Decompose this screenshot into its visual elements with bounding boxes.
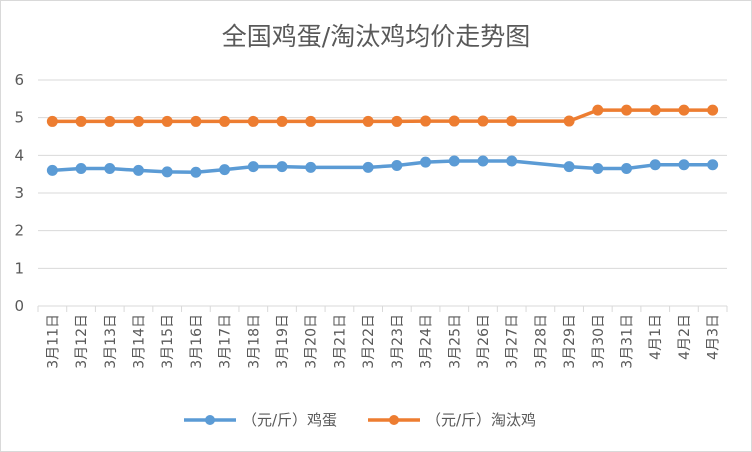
x-tick-label: 3月29日 <box>562 314 578 369</box>
legend-item: （元/斤）鸡蛋 <box>184 411 337 429</box>
series-group <box>46 104 719 178</box>
data-point <box>448 115 460 127</box>
data-point <box>707 104 719 116</box>
data-point <box>362 161 374 173</box>
data-point <box>219 115 231 127</box>
x-axis-ticks: 3月11日 3月12日 3月13日 3月14日 3月15日 3月16日 3月17日 3月18日… <box>37 306 728 369</box>
data-point <box>362 115 374 127</box>
data-point <box>420 115 432 127</box>
data-point <box>161 166 173 178</box>
data-point <box>563 161 575 173</box>
x-tick-label: 3月12日 <box>74 314 90 369</box>
chart-title: 全国鸡蛋/淘汰鸡均价走势图 <box>222 22 530 51</box>
legend-swatch-marker <box>205 415 215 425</box>
series-line <box>52 108 713 124</box>
data-point <box>592 163 604 175</box>
data-point <box>420 156 432 168</box>
data-point <box>46 164 58 176</box>
y-tick-label: 4 <box>14 146 24 164</box>
data-point <box>305 161 317 173</box>
x-tick-label: 3月13日 <box>103 314 119 369</box>
legend-item: （元/斤）淘汰鸡 <box>368 411 536 429</box>
x-tick-label: 3月14日 <box>131 314 147 369</box>
x-tick-label: 3月17日 <box>218 314 234 369</box>
data-point <box>276 115 288 127</box>
x-tick-label: 4月2日 <box>677 314 693 360</box>
data-point <box>104 115 116 127</box>
y-tick-label: 5 <box>14 109 24 127</box>
x-tick-label: 3月21日 <box>332 314 348 369</box>
data-point <box>75 163 87 175</box>
data-point <box>477 115 489 127</box>
data-point <box>247 161 259 173</box>
series-1 <box>46 155 719 178</box>
data-point <box>678 104 690 116</box>
data-point <box>448 155 460 167</box>
x-tick-label: 3月25日 <box>447 314 463 369</box>
data-point <box>190 166 202 178</box>
data-point <box>649 159 661 171</box>
data-point <box>190 115 202 127</box>
data-point <box>132 115 144 127</box>
x-tick-label: 3月30日 <box>591 314 607 369</box>
data-point <box>678 159 690 171</box>
y-tick-label: 6 <box>14 71 24 89</box>
x-tick-label: 3月15日 <box>160 314 176 369</box>
x-tick-label: 3月22日 <box>361 314 377 369</box>
data-point <box>563 115 575 127</box>
x-tick-label: 3月11日 <box>45 314 61 369</box>
data-point <box>621 104 633 116</box>
y-tick-label: 3 <box>14 184 24 202</box>
x-tick-label: 3月31日 <box>620 314 636 369</box>
y-tick-label: 1 <box>14 259 24 277</box>
legend: （元/斤）鸡蛋 （元/斤）淘汰鸡 <box>184 411 536 429</box>
x-tick-label: 3月23日 <box>390 314 406 369</box>
data-point <box>46 115 58 127</box>
x-tick-label: 3月18日 <box>246 314 262 369</box>
legend-label: （元/斤）淘汰鸡 <box>426 411 536 429</box>
data-point <box>276 161 288 173</box>
series-2 <box>46 104 719 127</box>
legend-swatch-marker <box>389 415 399 425</box>
data-point <box>621 163 633 175</box>
x-tick-label: 4月1日 <box>648 314 664 360</box>
x-tick-label: 3月20日 <box>304 314 320 369</box>
x-tick-label: 3月26日 <box>476 314 492 369</box>
data-point <box>649 104 661 116</box>
x-tick-label: 3月16日 <box>189 314 205 369</box>
y-tick-label: 2 <box>14 222 24 240</box>
data-point <box>219 164 231 176</box>
series-line <box>52 159 713 175</box>
data-point <box>391 160 403 172</box>
data-point <box>707 159 719 171</box>
data-point <box>391 115 403 127</box>
data-point <box>132 164 144 176</box>
y-tick-label: 0 <box>14 297 24 315</box>
data-point <box>247 115 259 127</box>
legend-label: （元/斤）鸡蛋 <box>242 411 337 429</box>
data-point <box>506 115 518 127</box>
data-point <box>104 163 116 175</box>
x-tick-label: 3月19日 <box>275 314 291 369</box>
data-point <box>75 115 87 127</box>
data-point <box>477 155 489 167</box>
x-tick-label: 3月24日 <box>419 314 435 369</box>
data-point <box>305 115 317 127</box>
x-tick-label: 3月28日 <box>533 314 549 369</box>
grid-lines <box>38 79 727 307</box>
x-tick-label: 3月27日 <box>505 314 521 369</box>
data-point <box>161 115 173 127</box>
data-point <box>592 104 604 116</box>
y-axis-ticks: 0 1 2 3 4 5 6 <box>14 71 24 315</box>
data-point <box>506 155 518 167</box>
x-tick-label: 4月3日 <box>706 314 722 360</box>
